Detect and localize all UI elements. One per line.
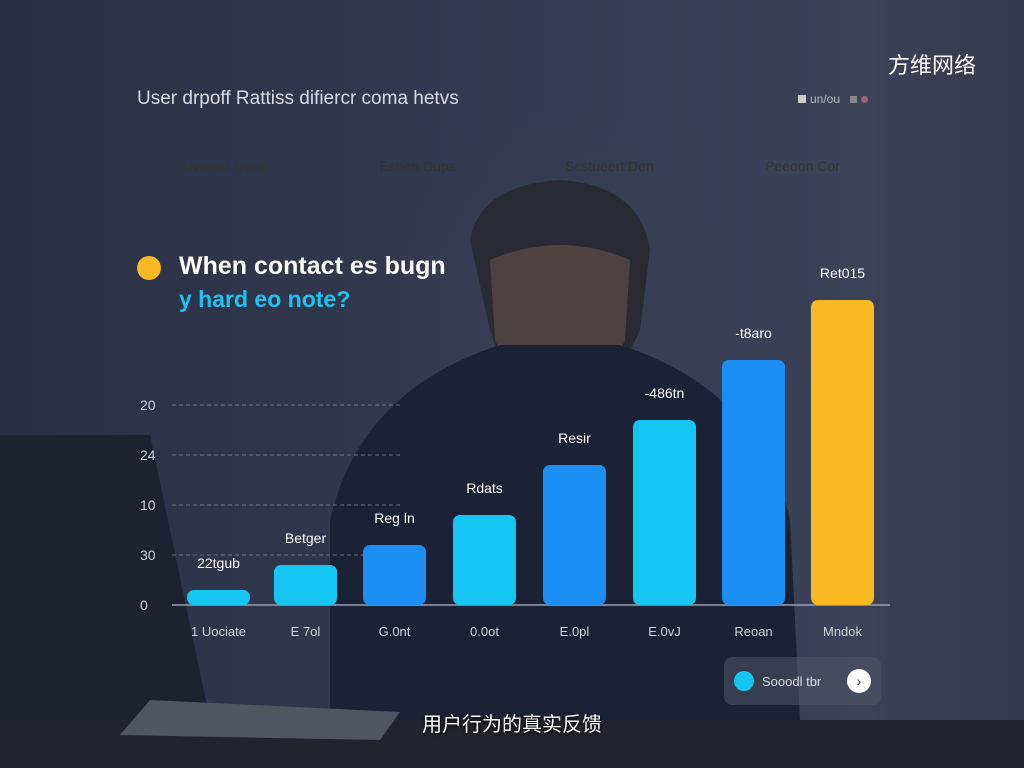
data-label: -486tn <box>645 385 685 401</box>
bar <box>187 590 250 605</box>
bar <box>722 360 785 605</box>
pill-button-0[interactable]: Uvtemd Dves <box>138 139 310 193</box>
pill-button-3[interactable]: Peeoon Cor <box>718 139 887 193</box>
x-tick-label: Mndok <box>823 624 863 639</box>
data-label: Ret015 <box>820 265 865 281</box>
bar <box>453 515 516 605</box>
bar <box>543 465 606 605</box>
x-tick-label: E.0pl <box>560 624 590 639</box>
pill-label: Scstueert Den <box>565 158 654 174</box>
x-tick-label: E 7ol <box>291 624 321 639</box>
caption: 用户行为的真实反馈 <box>422 714 602 736</box>
pill-label: Eshen Dups <box>379 158 456 174</box>
x-tick-label: E.0vJ <box>648 624 681 639</box>
x-tick-label: 1 Uociate <box>191 624 246 639</box>
legend: Sooodl tbr › <box>724 657 881 705</box>
indicator-text: un/ou <box>810 92 841 106</box>
data-label: Rdats <box>466 480 503 496</box>
bar <box>363 545 426 605</box>
pill-button-2[interactable]: Scstueert Den <box>525 139 694 193</box>
pill-label: Peeoon Cor <box>765 158 840 174</box>
x-tick-label: 0.0ot <box>470 624 499 639</box>
bar <box>633 420 696 605</box>
header-indicator: un/ou <box>798 92 869 106</box>
data-label: Betger <box>285 530 327 546</box>
y-tick-label: 10 <box>140 497 156 513</box>
x-tick-label: Reoan <box>734 624 772 639</box>
legend-label: Sooodl tbr <box>762 673 822 689</box>
square-icon <box>850 95 858 103</box>
data-label: Reg ln <box>374 510 414 526</box>
data-label: 22tgub <box>197 555 240 571</box>
y-tick-label: 0 <box>140 597 148 613</box>
question-bullet-icon <box>137 256 161 280</box>
y-tick-label: 30 <box>140 547 156 563</box>
chevron-right-icon[interactable]: › <box>847 669 871 693</box>
data-label: Resir <box>558 430 591 446</box>
y-tick-label: 24 <box>140 447 156 463</box>
square-icon <box>798 95 806 103</box>
bar <box>811 300 874 605</box>
question-line-1: When contact es bugn <box>179 252 446 280</box>
data-label: -t8aro <box>735 325 772 341</box>
y-tick-label: 20 <box>140 397 156 413</box>
chart-header-title: User drpoff Rattiss difiercr coma hetvs <box>137 88 459 109</box>
brand-watermark: 方维网络 <box>887 53 976 78</box>
pill-label: Uvtemd Dves <box>181 158 267 174</box>
dot-icon <box>861 95 869 103</box>
bar <box>274 565 337 605</box>
question-line-2: y hard eo note? <box>179 286 351 312</box>
pill-button-1[interactable]: Eshen Dups <box>334 139 501 193</box>
x-tick-label: G.0nt <box>379 624 411 639</box>
legend-swatch <box>734 671 754 691</box>
